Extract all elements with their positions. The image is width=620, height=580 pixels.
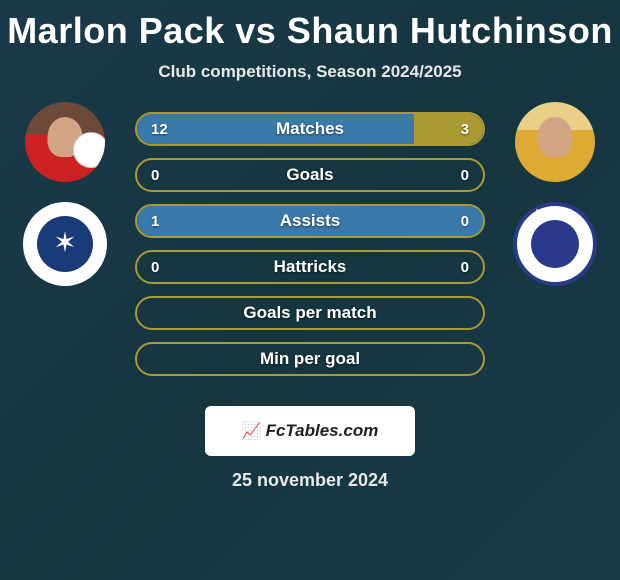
right-player-column: MILLWALL: [500, 102, 610, 286]
stat-value-right: 3: [461, 121, 469, 138]
stat-fill-right: [414, 114, 483, 144]
stat-row: 0 Goals 0: [135, 158, 485, 192]
attribution-text: FcTables.com: [266, 421, 379, 441]
club-badge-text: MILLWALL: [536, 208, 575, 217]
star-icon: ✶: [53, 226, 76, 259]
stat-value-right: 0: [461, 213, 469, 230]
stat-value-left: 0: [151, 259, 159, 276]
stat-row: 1 Assists 0: [135, 204, 485, 238]
stat-value-left: 0: [151, 167, 159, 184]
attribution-icon: 📈: [242, 421, 262, 441]
stat-row: Min per goal: [135, 342, 485, 376]
stat-value-left: 1: [151, 213, 159, 230]
stat-label: Assists: [280, 211, 340, 231]
left-player-small-badge: [73, 132, 105, 168]
stat-value-right: 0: [461, 259, 469, 276]
stat-bars: 12 Matches 3 0 Goals 0 1 Assists 0 0 Hattricks 0 Goa…: [135, 112, 485, 388]
subtitle: Club competitions, Season 2024/2025: [0, 62, 620, 82]
stat-label: Min per goal: [260, 349, 360, 369]
stat-label: Matches: [276, 119, 344, 139]
stat-label: Hattricks: [274, 257, 347, 277]
stat-value-right: 0: [461, 167, 469, 184]
attribution-badge: 📈 FcTables.com: [205, 406, 415, 456]
stat-row: 12 Matches 3: [135, 112, 485, 146]
date-label: 25 november 2024: [0, 470, 620, 491]
stat-value-left: 12: [151, 121, 168, 138]
stat-label: Goals: [286, 165, 333, 185]
page-title: Marlon Pack vs Shaun Hutchinson: [0, 0, 620, 52]
stat-row: Goals per match: [135, 296, 485, 330]
left-player-photo: [25, 102, 105, 182]
left-club-badge: ✶: [23, 202, 107, 286]
comparison-panel: ✶ MILLWALL 12 Matches 3 0 Goals 0 1 Assists 0 0 Ha…: [0, 102, 620, 402]
left-player-column: ✶: [10, 102, 120, 286]
stat-row: 0 Hattricks 0: [135, 250, 485, 284]
stat-label: Goals per match: [243, 303, 376, 323]
right-club-badge: MILLWALL: [513, 202, 597, 286]
right-player-photo: [515, 102, 595, 182]
